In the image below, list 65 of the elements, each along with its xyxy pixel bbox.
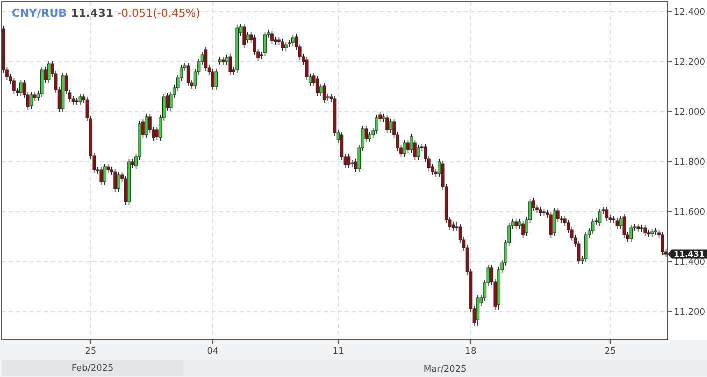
text: CNY/RUB <box>12 7 68 20</box>
x-tick-label: 18 <box>465 347 477 357</box>
candlestick <box>30 92 34 110</box>
candlestick <box>368 132 372 142</box>
candlestick <box>47 60 51 84</box>
candlestick <box>514 218 518 230</box>
x-tick-label: 25 <box>85 347 97 357</box>
x-tick-label: 11 <box>332 347 344 357</box>
candlestick <box>522 220 525 238</box>
candlestick <box>386 114 389 134</box>
candlestick <box>186 62 190 86</box>
x-tick-label: 04 <box>207 347 219 357</box>
candlestick <box>214 68 218 90</box>
candlestick <box>403 140 406 158</box>
candlestick <box>117 172 120 192</box>
candlestick <box>75 98 79 106</box>
candlestick <box>228 54 232 76</box>
candlestick <box>316 76 320 96</box>
candlestick <box>476 294 480 326</box>
candlestick <box>322 82 326 104</box>
candlestick <box>40 66 44 98</box>
candlestick <box>553 208 556 236</box>
candlestick <box>264 32 267 56</box>
candlestick <box>605 206 609 222</box>
candlestick <box>20 80 23 96</box>
candlestick <box>350 160 354 168</box>
candlestick <box>550 212 553 238</box>
y-tick-label: 11.200 <box>674 308 706 318</box>
y-tick-label: 11.800 <box>674 158 706 168</box>
candlestick <box>389 118 392 134</box>
candlestick <box>292 34 295 46</box>
annotation: -0.051(-0.45%) <box>118 7 200 20</box>
text: 11.431 <box>674 250 706 260</box>
candlestick <box>270 30 274 44</box>
candlestick <box>591 218 595 234</box>
candlestick <box>622 214 626 238</box>
candlestick <box>661 232 664 256</box>
candlestick <box>584 232 588 262</box>
candlestick <box>616 218 620 230</box>
candlestick <box>644 224 647 236</box>
candlestick <box>598 208 602 226</box>
y-tick-label: 12.000 <box>674 108 706 118</box>
candlestick <box>114 168 117 192</box>
candlestick <box>406 140 410 154</box>
text: Mar/2025 <box>424 365 467 375</box>
x-tick-label: 25 <box>604 347 616 357</box>
candlestick <box>281 38 284 52</box>
text: Feb/2025 <box>72 364 114 374</box>
candlestick <box>242 24 246 48</box>
candlestick <box>145 114 148 138</box>
candlestick <box>100 166 104 186</box>
candlestick <box>204 46 208 72</box>
y-tick-label: 12.200 <box>674 58 706 68</box>
candlestick <box>347 154 351 168</box>
candlestick <box>417 144 420 160</box>
y-tick-label: 11.600 <box>674 208 706 218</box>
candlestick <box>211 68 215 90</box>
candlestick <box>78 94 82 106</box>
candlestick <box>630 224 634 242</box>
candlestick <box>12 78 16 94</box>
text: 11.431 <box>71 7 114 20</box>
candlestick <box>375 114 378 134</box>
y-tick-label: 11.400 <box>674 258 706 268</box>
candlestick <box>103 164 107 186</box>
y-tick-label: 12.400 <box>674 8 706 18</box>
